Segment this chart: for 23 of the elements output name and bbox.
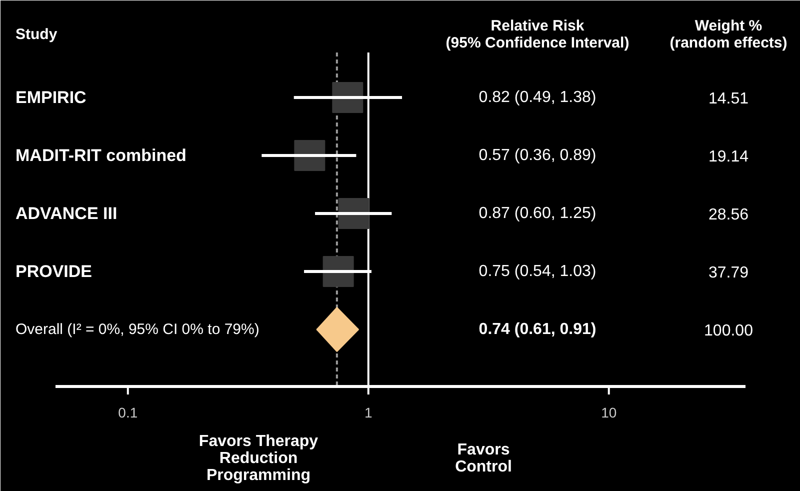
y-tick-label: PROVIDE xyxy=(16,262,92,281)
text: Weight % (random effects) xyxy=(670,18,788,52)
annotation: 0.74 (0.61, 0.91) xyxy=(478,321,596,338)
annotation: 28.56 xyxy=(708,206,749,224)
text: Favors Therapy Reduction Programming xyxy=(198,433,318,484)
annotation: 0.82 (0.49, 1.38) xyxy=(478,89,596,106)
x-tick-label: 1 xyxy=(364,404,372,420)
text: Relative Risk (95% Confidence Interval) xyxy=(446,18,630,52)
annotation: 14.51 xyxy=(708,90,749,108)
y-tick-label: Overall (I² = 0%, 95% CI 0% to 79%) xyxy=(16,321,260,338)
text: Study xyxy=(16,26,58,43)
annotation: 19.14 xyxy=(708,148,749,166)
annotation: 37.79 xyxy=(708,264,749,282)
annotation: 0.87 (0.60, 1.25) xyxy=(478,205,596,222)
annotation: 0.57 (0.36, 0.89) xyxy=(478,147,596,164)
annotation: 100.00 xyxy=(704,322,754,340)
x-tick-label: 10 xyxy=(601,404,617,420)
annotation: 0.75 (0.54, 1.03) xyxy=(478,263,596,280)
y-tick-label: ADVANCE III xyxy=(16,204,118,223)
x-tick-label: 0.1 xyxy=(118,404,138,420)
text: Favors Control xyxy=(455,442,512,476)
y-tick-label: MADIT-RIT combined xyxy=(16,146,186,165)
y-tick-label: EMPIRIC xyxy=(16,88,86,107)
